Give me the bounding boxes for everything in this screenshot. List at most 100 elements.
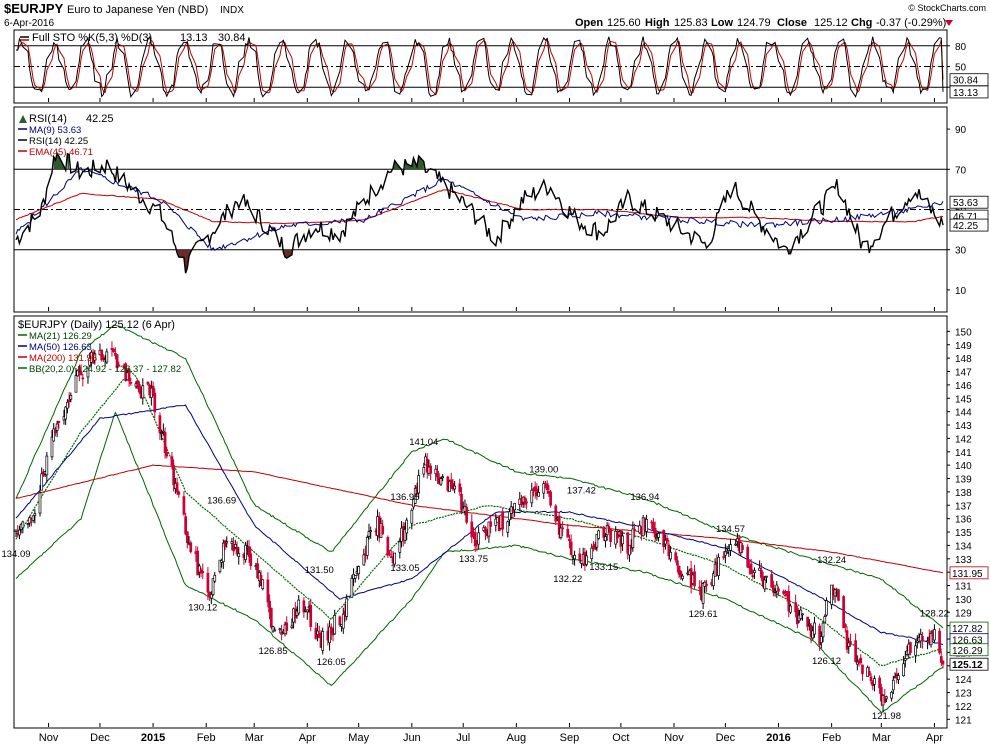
sto-last-d: 30.84 <box>953 76 978 87</box>
rsi-ema45-line <box>15 189 944 225</box>
candle-body-127 <box>317 632 321 638</box>
rsi-legend-item-2: EMA(45) 46.71 <box>29 147 93 158</box>
candle-body-144 <box>357 566 361 575</box>
ohlc-readout: Open 125.60 High 125.83 Low 124.79 Close… <box>575 17 953 29</box>
candle-body-135 <box>338 616 342 626</box>
candle-body-15 <box>50 436 54 458</box>
candle-body-18 <box>55 423 59 431</box>
price-annotation-15: 136.94 <box>630 492 659 503</box>
sto-last-k-box <box>949 85 989 99</box>
price-legend-item-0: MA(21) 126.29 <box>29 331 92 342</box>
candle-body-85 <box>218 559 222 572</box>
candle-body-329 <box>801 613 804 616</box>
candle-body-192 <box>473 532 477 547</box>
price-annotation-14: 133.15 <box>589 562 618 573</box>
price-tick-label-130: 130 <box>955 595 972 606</box>
rsi-legend-item-0: MA(9) 53.63 <box>29 125 81 136</box>
rsi-last-label-0: 53.63 <box>953 198 978 209</box>
candle-body-82 <box>209 593 213 599</box>
candle-body-305 <box>746 546 750 568</box>
candle-body-19 <box>57 420 61 423</box>
price-annotation-16: 129.61 <box>689 609 718 620</box>
candle-body-189 <box>465 506 468 523</box>
candle-body-369 <box>897 675 900 681</box>
price-tick-label-134: 134 <box>955 541 972 552</box>
candle-body-176 <box>436 470 439 478</box>
candle-body-80 <box>206 573 210 593</box>
candle-body-157 <box>389 556 393 558</box>
candle-body-246 <box>604 536 607 542</box>
candle-body-28 <box>79 371 83 376</box>
candle-body-52 <box>138 384 141 393</box>
candle-body-225 <box>554 505 558 522</box>
candle-body-8 <box>31 515 35 521</box>
sto-k-line <box>15 35 944 99</box>
high-label: High <box>645 17 670 29</box>
candle-body-277 <box>677 565 681 575</box>
price-tick-label-139: 139 <box>955 475 972 486</box>
candle-body-307 <box>749 563 753 575</box>
price-last-label-1: 127.82 <box>952 624 983 635</box>
candle-body-68 <box>175 482 179 493</box>
sto-last-k: 13.13 <box>953 88 978 99</box>
x-axis-label-15: Feb <box>822 732 841 744</box>
candle-body-131 <box>328 626 331 643</box>
candle-body-160 <box>398 541 402 553</box>
candle-body-309 <box>753 570 756 574</box>
x-axis-label-16: Mar <box>872 732 891 744</box>
candle-body-139 <box>345 598 349 617</box>
candle-body-164 <box>405 519 409 534</box>
candle-body-77 <box>197 565 201 573</box>
candle-body-140 <box>350 577 354 598</box>
x-axis-label-6: May <box>348 732 369 744</box>
candle-body-268 <box>655 537 659 540</box>
candle-body-315 <box>770 574 774 588</box>
candle-body-88 <box>223 540 227 547</box>
candle-body-74 <box>189 542 193 553</box>
instrument-name: Euro to Japanese Yen (NBD) <box>67 4 208 16</box>
candle-body-186 <box>460 493 463 511</box>
candle-body-249 <box>609 528 612 542</box>
price-tick-label-136: 136 <box>955 515 972 526</box>
candle-body-384 <box>933 629 936 641</box>
candle-body-244 <box>597 530 600 539</box>
candle-body-228 <box>559 527 563 539</box>
candle-body-124 <box>309 604 313 627</box>
candle-body-169 <box>417 475 421 494</box>
candle-body-185 <box>458 483 462 493</box>
candle-body-325 <box>794 602 797 613</box>
bb-upper-line <box>15 324 944 629</box>
x-axis-label-14: 2016 <box>766 732 790 744</box>
candle-body-70 <box>182 496 186 515</box>
candle-body-245 <box>602 526 606 538</box>
sto-tick-label-50: 50 <box>955 63 967 74</box>
price-tick-label-135: 135 <box>955 528 972 539</box>
candle-body-213 <box>523 497 527 505</box>
candle-body-111 <box>280 632 283 635</box>
price-annotation-0: 134.09 <box>1 549 30 560</box>
candle-body-65 <box>170 456 174 466</box>
candle-body-284 <box>693 571 696 587</box>
x-axis-label-5: Apr <box>299 732 316 744</box>
candle-body-382 <box>929 633 933 646</box>
price-tick-label-122: 122 <box>955 702 972 713</box>
candle-body-62 <box>162 430 165 433</box>
price-tick-label-144: 144 <box>955 408 972 419</box>
candle-body-256 <box>628 544 631 556</box>
price-annotation-9: 141.04 <box>409 437 438 448</box>
candle-body-34 <box>93 353 97 361</box>
price-tick-label-121: 121 <box>955 715 972 726</box>
high-value: 125.83 <box>674 17 708 29</box>
price-annotation-7: 136.95 <box>390 492 419 503</box>
candle-body-331 <box>807 623 811 626</box>
candle-body-339 <box>825 600 828 616</box>
price-annotation-5: 126.85 <box>258 646 287 657</box>
candle-body-114 <box>285 622 289 631</box>
candle-body-137 <box>341 613 345 629</box>
candle-body-119 <box>297 599 301 614</box>
candle-body-269 <box>657 533 660 538</box>
candle-body-357 <box>869 676 873 682</box>
x-axis-label-12: Nov <box>664 732 684 744</box>
candle-body-338 <box>823 616 827 623</box>
